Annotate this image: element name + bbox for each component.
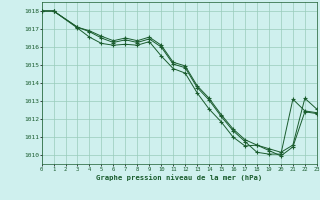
X-axis label: Graphe pression niveau de la mer (hPa): Graphe pression niveau de la mer (hPa): [96, 175, 262, 181]
